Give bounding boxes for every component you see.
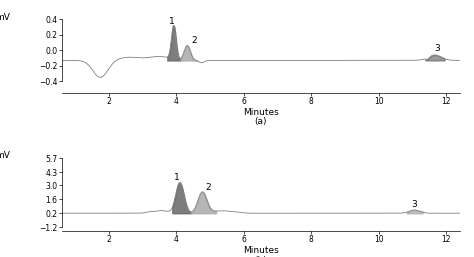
Text: 3: 3 [411, 200, 417, 209]
Text: mV: mV [0, 151, 10, 160]
Text: 1: 1 [169, 17, 175, 26]
X-axis label: Minutes: Minutes [243, 246, 279, 255]
X-axis label: Minutes: Minutes [243, 108, 279, 117]
Text: (a): (a) [255, 117, 267, 126]
Text: 3: 3 [434, 44, 440, 53]
Text: mV: mV [0, 13, 10, 22]
Text: (b): (b) [255, 256, 267, 257]
Text: 2: 2 [191, 36, 197, 45]
Text: 1: 1 [173, 173, 179, 182]
Text: 2: 2 [206, 183, 211, 192]
